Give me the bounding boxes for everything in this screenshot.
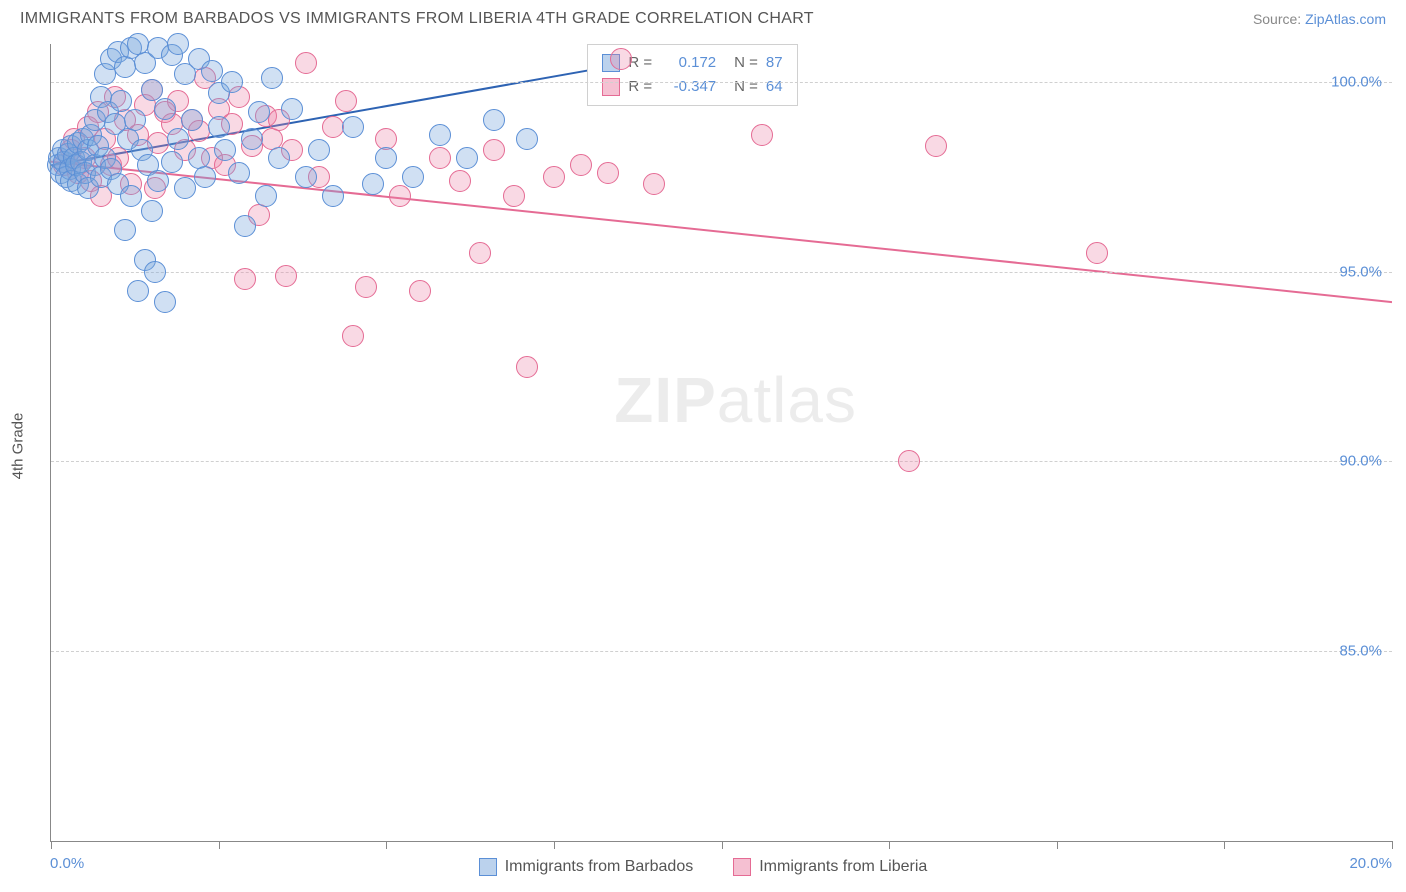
data-point	[194, 166, 216, 188]
data-point	[167, 128, 189, 150]
legend-item-barbados: Immigrants from Barbados	[479, 858, 694, 876]
y-tick-label: 95.0%	[1339, 263, 1382, 280]
data-point	[241, 128, 263, 150]
swatch-icon	[602, 78, 620, 96]
data-point	[925, 135, 947, 157]
x-tick	[1057, 841, 1058, 849]
y-tick-label: 100.0%	[1331, 73, 1382, 90]
data-point	[570, 154, 592, 176]
y-tick-label: 85.0%	[1339, 643, 1382, 660]
data-point	[275, 265, 297, 287]
data-point	[429, 147, 451, 169]
data-point	[281, 98, 303, 120]
data-point	[402, 166, 424, 188]
data-point	[429, 124, 451, 146]
legend-item-liberia: Immigrants from Liberia	[733, 858, 927, 876]
swatch-icon	[733, 858, 751, 876]
x-tick	[386, 841, 387, 849]
data-point	[268, 147, 290, 169]
data-point	[469, 242, 491, 264]
data-point	[110, 90, 132, 112]
chart-header: IMMIGRANTS FROM BARBADOS VS IMMIGRANTS F…	[0, 0, 1406, 36]
data-point	[141, 200, 163, 222]
data-point	[503, 185, 525, 207]
x-tick	[554, 841, 555, 849]
gridline	[51, 461, 1392, 462]
data-point	[295, 52, 317, 74]
y-axis-title: 4th Grade	[10, 413, 27, 480]
data-point	[127, 280, 149, 302]
data-point	[449, 170, 471, 192]
data-point	[898, 450, 920, 472]
data-point	[174, 177, 196, 199]
legend-row: R =-0.347N =64	[602, 75, 782, 99]
data-point	[610, 48, 632, 70]
trend-lines	[51, 44, 1392, 841]
data-point	[221, 71, 243, 93]
data-point	[389, 185, 411, 207]
data-point	[643, 173, 665, 195]
data-point	[201, 60, 223, 82]
data-point	[167, 33, 189, 55]
watermark: ZIPatlas	[614, 363, 857, 437]
data-point	[234, 268, 256, 290]
x-tick	[1392, 841, 1393, 849]
source-link[interactable]: ZipAtlas.com	[1305, 11, 1386, 27]
gridline	[51, 651, 1392, 652]
data-point	[154, 291, 176, 313]
x-tick	[889, 841, 890, 849]
data-point	[228, 162, 250, 184]
data-point	[516, 356, 538, 378]
x-tick	[51, 841, 52, 849]
data-point	[154, 98, 176, 120]
x-axis-max-label: 20.0%	[1349, 855, 1392, 872]
data-point	[751, 124, 773, 146]
data-point	[234, 215, 256, 237]
source-credit: Source: ZipAtlas.com	[1253, 11, 1386, 27]
data-point	[308, 139, 330, 161]
data-point	[1086, 242, 1108, 264]
data-point	[362, 173, 384, 195]
data-point	[214, 139, 236, 161]
x-tick	[219, 841, 220, 849]
data-point	[483, 139, 505, 161]
data-point	[144, 261, 166, 283]
chart-area: ZIPatlas R =0.172N =87R =-0.347N =64 85.…	[50, 44, 1392, 842]
data-point	[322, 185, 344, 207]
gridline	[51, 82, 1392, 83]
swatch-icon	[479, 858, 497, 876]
data-point	[342, 116, 364, 138]
x-tick	[1224, 841, 1225, 849]
data-point	[255, 185, 277, 207]
data-point	[597, 162, 619, 184]
data-point	[295, 166, 317, 188]
data-point	[114, 56, 136, 78]
data-point	[248, 101, 270, 123]
x-tick	[722, 841, 723, 849]
data-point	[483, 109, 505, 131]
data-point	[322, 116, 344, 138]
data-point	[124, 109, 146, 131]
x-axis-min-label: 0.0%	[50, 855, 84, 872]
data-point	[543, 166, 565, 188]
data-point	[516, 128, 538, 150]
data-point	[161, 151, 183, 173]
data-point	[342, 325, 364, 347]
data-point	[409, 280, 431, 302]
data-point	[261, 67, 283, 89]
data-point	[120, 185, 142, 207]
series-legend: Immigrants from Barbados Immigrants from…	[0, 858, 1406, 876]
data-point	[181, 109, 203, 131]
y-tick-label: 90.0%	[1339, 453, 1382, 470]
data-point	[114, 219, 136, 241]
data-point	[141, 79, 163, 101]
plot-region: ZIPatlas R =0.172N =87R =-0.347N =64 85.…	[50, 44, 1392, 842]
data-point	[335, 90, 357, 112]
data-point	[147, 170, 169, 192]
data-point	[208, 116, 230, 138]
data-point	[355, 276, 377, 298]
chart-title: IMMIGRANTS FROM BARBADOS VS IMMIGRANTS F…	[20, 10, 814, 28]
data-point	[375, 147, 397, 169]
data-point	[456, 147, 478, 169]
